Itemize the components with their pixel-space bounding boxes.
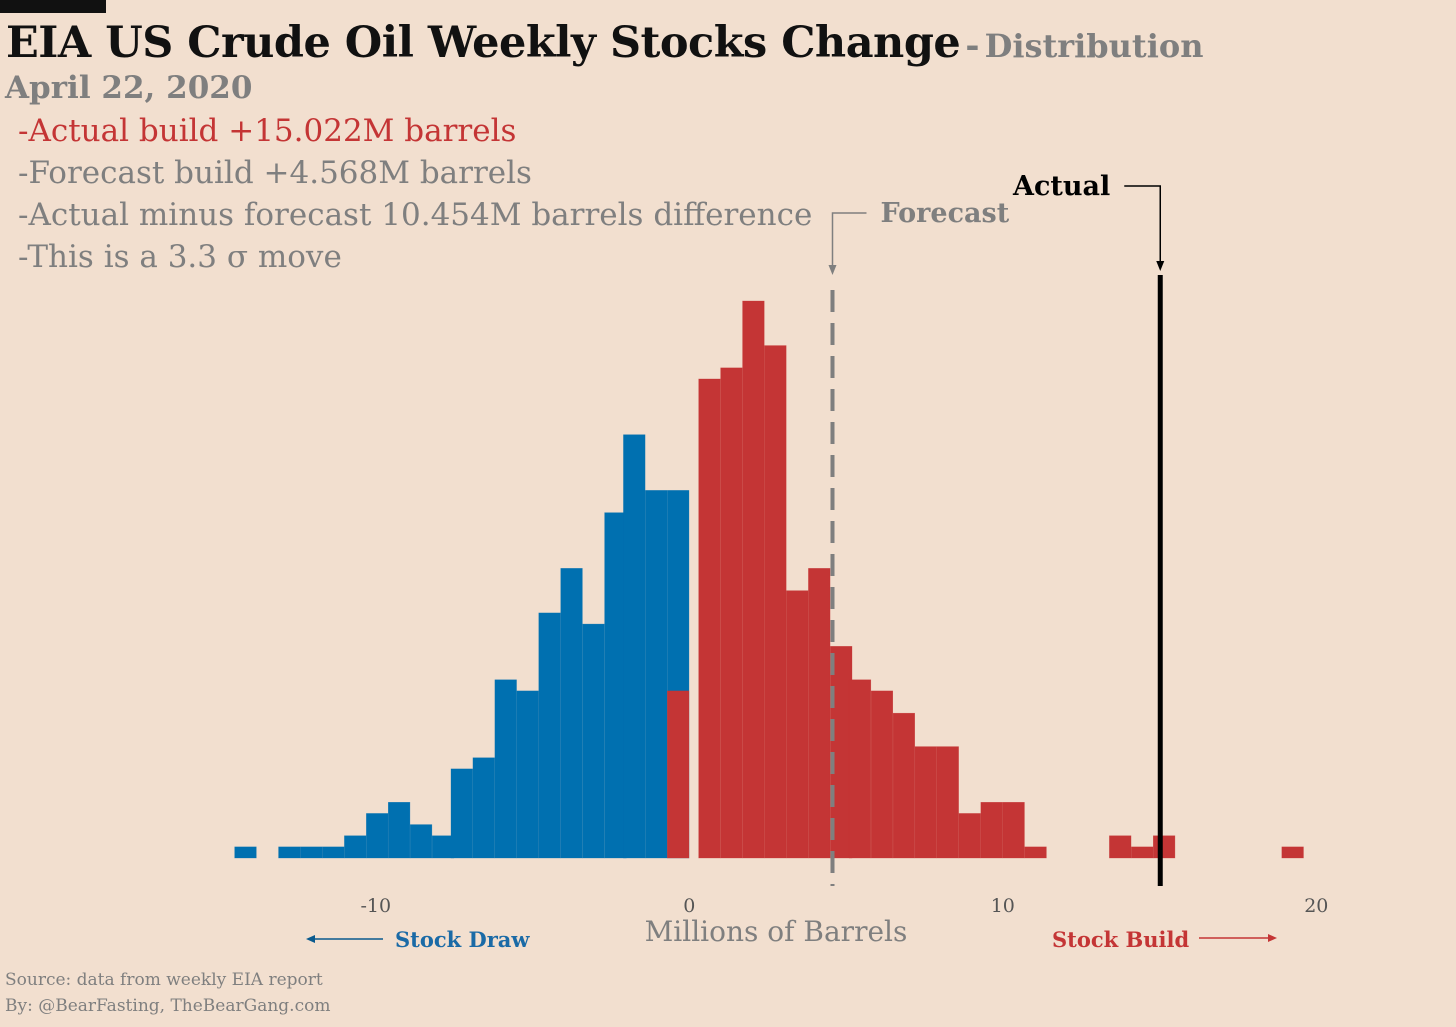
draw-bar [322,846,345,859]
build-bar [848,679,872,859]
build-bar [936,746,959,859]
title-main: EIA US Crude Oil Weekly Stocks Change [6,18,961,68]
build-bar [914,746,937,859]
draw-bar [388,802,411,859]
draw-bar [409,824,433,859]
x-axis-label: Millions of Barrels [645,915,908,948]
build-bar [1131,846,1154,859]
draw-bar [538,612,561,859]
build-bar [980,802,1003,859]
stock-draw-label: Stock Draw [395,927,530,952]
build-bar [1109,835,1132,859]
build-bar [1153,835,1176,859]
note-difference: -Actual minus forecast 10.454M barrels d… [18,197,813,233]
draw-bar [516,690,539,859]
build-bar [1024,846,1047,859]
build-bar [742,300,765,859]
draw-bar [234,846,257,859]
draw-bar [278,846,301,859]
byline: By: @BearFasting, TheBearGang.com [5,996,331,1016]
build-bar [1002,802,1025,859]
build-bar [698,378,721,859]
histogram-bars [234,300,1304,859]
draw-bar [494,679,517,859]
draw-bar [645,490,668,859]
build-bar [667,690,690,859]
draw-bar [450,768,473,859]
top-bar [0,0,106,13]
x-tick-label: -10 [360,895,391,917]
build-bar [1281,846,1304,859]
x-tick-label: 20 [1304,895,1328,917]
x-axis-ticks: -10 0 10 20 [360,895,1328,917]
title-dash: - [965,26,980,66]
stock-build-arrowhead [1268,934,1277,942]
build-bar [958,813,981,859]
report-date: April 22, 2020 [5,70,253,106]
note-sigma: -This is a 3.3 σ move [18,239,342,275]
source-note: Source: data from weekly EIA report [5,970,323,990]
draw-bar [300,846,323,859]
build-bar [808,568,831,859]
forecast-label: Forecast [880,198,1009,229]
draw-bar [431,835,455,859]
forecast-arrowhead [828,265,837,275]
build-bar [870,690,894,859]
note-forecast-build: -Forecast build +4.568M barrels [18,155,532,191]
x-tick-label: 10 [991,895,1015,917]
draw-bar [560,568,583,859]
title-subtitle: Distribution [984,27,1204,65]
build-bar [892,712,915,859]
actual-label: Actual [1012,171,1110,202]
build-bar [720,367,743,859]
note-actual-build: -Actual build +15.022M barrels [18,113,517,149]
forecast-pointer [831,212,867,266]
draw-bar [472,757,495,859]
draw-bar [366,813,389,859]
build-bar [764,345,787,859]
draw-bar [623,434,646,859]
draw-bar [344,835,367,859]
stock-build-label: Stock Build [1052,927,1189,952]
draw-bar [582,623,605,859]
build-bar [786,590,809,859]
stock-draw-arrowhead [306,935,315,943]
draw-bar [604,512,627,859]
actual-pointer [1124,185,1161,262]
actual-arrowhead [1156,261,1165,271]
x-tick-label: 0 [683,895,695,917]
chart-title: EIA US Crude Oil Weekly Stocks Change - … [6,18,1203,68]
